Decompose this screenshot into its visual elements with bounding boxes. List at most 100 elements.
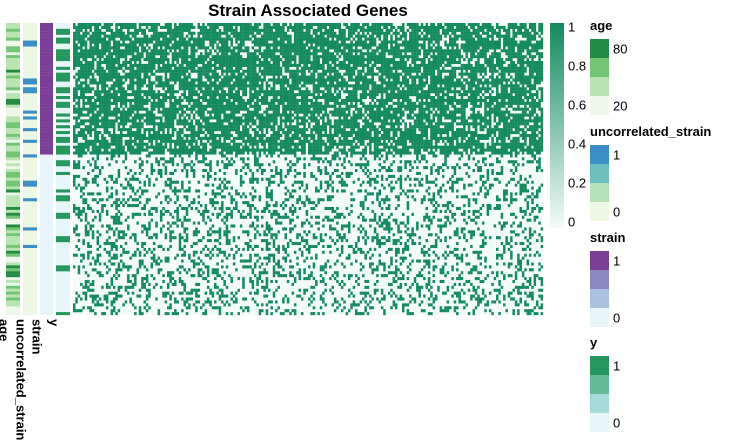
heatmap-cell xyxy=(465,69,468,73)
heatmap-cell xyxy=(286,37,290,41)
heatmap-cell xyxy=(94,43,97,47)
heatmap-cell xyxy=(411,104,414,108)
heatmap-cell xyxy=(347,49,351,53)
heatmap-cell xyxy=(190,84,193,88)
heatmap-cell xyxy=(159,31,163,35)
heatmap-cell xyxy=(340,34,344,38)
heatmap-cell xyxy=(472,25,475,29)
heatmap-cell xyxy=(528,69,532,73)
heatmap-cell xyxy=(256,58,259,62)
heatmap-cell xyxy=(232,28,236,32)
heatmap-cell xyxy=(134,43,137,47)
heatmap-cell xyxy=(82,43,85,47)
heatmap-cell xyxy=(253,81,257,85)
heatmap-cell xyxy=(270,107,273,111)
heatmap-cell xyxy=(221,96,224,100)
heatmap-cell xyxy=(406,78,410,82)
heatmap-cell xyxy=(131,87,135,91)
heatmap-cell xyxy=(331,78,334,82)
heatmap-cell xyxy=(225,101,229,105)
heatmap-cell xyxy=(89,101,92,105)
heatmap-cell xyxy=(524,46,527,50)
heatmap-cell xyxy=(235,93,238,97)
heatmap-cell xyxy=(141,28,144,32)
heatmap-cell xyxy=(535,81,539,85)
heatmap-cell xyxy=(169,110,172,114)
heatmap-cell xyxy=(176,110,179,114)
heatmap-cell xyxy=(167,69,170,73)
heatmap-cell xyxy=(275,63,278,67)
heatmap-cell xyxy=(223,55,226,59)
heatmap-cell xyxy=(470,37,473,41)
heatmap-cell xyxy=(181,66,184,70)
heatmap-cell xyxy=(451,49,454,53)
heatmap-cell xyxy=(293,31,297,35)
heatmap-cell xyxy=(251,66,255,70)
heatmap-cell xyxy=(369,58,372,62)
heatmap-cell xyxy=(498,25,501,29)
heatmap-cell xyxy=(347,78,351,82)
heatmap-cell xyxy=(98,93,102,97)
heatmap-cell xyxy=(333,60,337,65)
heatmap-cell xyxy=(96,34,99,38)
heatmap-cell xyxy=(209,25,212,29)
heatmap-cell xyxy=(256,101,259,105)
heatmap-cell xyxy=(347,43,351,47)
heatmap-cell xyxy=(347,90,351,94)
heatmap-cell xyxy=(432,60,436,65)
heatmap-cell xyxy=(472,69,475,73)
heatmap-cell xyxy=(223,69,226,73)
heatmap-cell xyxy=(397,66,400,70)
heatmap-cell xyxy=(80,96,83,100)
heatmap-cell xyxy=(199,96,203,100)
heatmap-cell xyxy=(345,69,349,73)
heatmap-cell xyxy=(256,43,259,47)
heatmap-cell xyxy=(261,52,264,56)
heatmap-cell xyxy=(402,31,405,35)
heatmap-cell xyxy=(397,98,400,102)
heatmap-cell xyxy=(115,78,118,82)
heatmap-cell xyxy=(171,104,175,108)
heatmap-cell xyxy=(380,72,384,76)
heatmap-cell xyxy=(174,55,177,59)
heatmap-cell xyxy=(256,28,259,32)
annotation-cell xyxy=(6,87,20,91)
heatmap-cell xyxy=(481,98,485,102)
annotation-cell xyxy=(56,96,70,100)
heatmap-cell xyxy=(505,90,508,94)
heatmap-cell xyxy=(359,43,363,47)
heatmap-cell xyxy=(413,34,417,38)
annotation-cell xyxy=(6,274,20,278)
heatmap-cell xyxy=(239,58,243,62)
heatmap-cell xyxy=(110,96,114,100)
heatmap-cell xyxy=(308,60,311,65)
heatmap-cell xyxy=(467,66,471,70)
heatmap-cell xyxy=(444,93,447,97)
heatmap-cell xyxy=(456,28,459,32)
heatmap-cell xyxy=(235,52,238,56)
heatmap-cell xyxy=(430,60,433,65)
heatmap-cell xyxy=(91,66,95,70)
heatmap-cell xyxy=(486,101,490,105)
heatmap-cell xyxy=(87,25,90,29)
heatmap-cell xyxy=(237,72,240,76)
heatmap-cell xyxy=(216,46,219,50)
heatmap-cell xyxy=(507,23,511,27)
heatmap-cell xyxy=(228,78,231,82)
heatmap-cell xyxy=(235,107,238,111)
heatmap-cell xyxy=(214,55,217,59)
heatmap-cell xyxy=(394,37,398,41)
heatmap-cell xyxy=(474,63,478,67)
heatmap-cell xyxy=(157,63,161,67)
heatmap-cell xyxy=(359,84,363,88)
heatmap-cell xyxy=(284,31,287,35)
heatmap-cell xyxy=(350,49,353,53)
heatmap-cell xyxy=(221,104,224,108)
heatmap-cell xyxy=(387,23,391,27)
annotation-cell xyxy=(56,58,70,62)
heatmap-cell xyxy=(105,78,109,82)
heatmap-cell xyxy=(190,110,193,114)
heatmap-cell xyxy=(183,93,186,97)
heatmap-cell xyxy=(449,98,452,102)
heatmap-cell xyxy=(209,43,212,47)
